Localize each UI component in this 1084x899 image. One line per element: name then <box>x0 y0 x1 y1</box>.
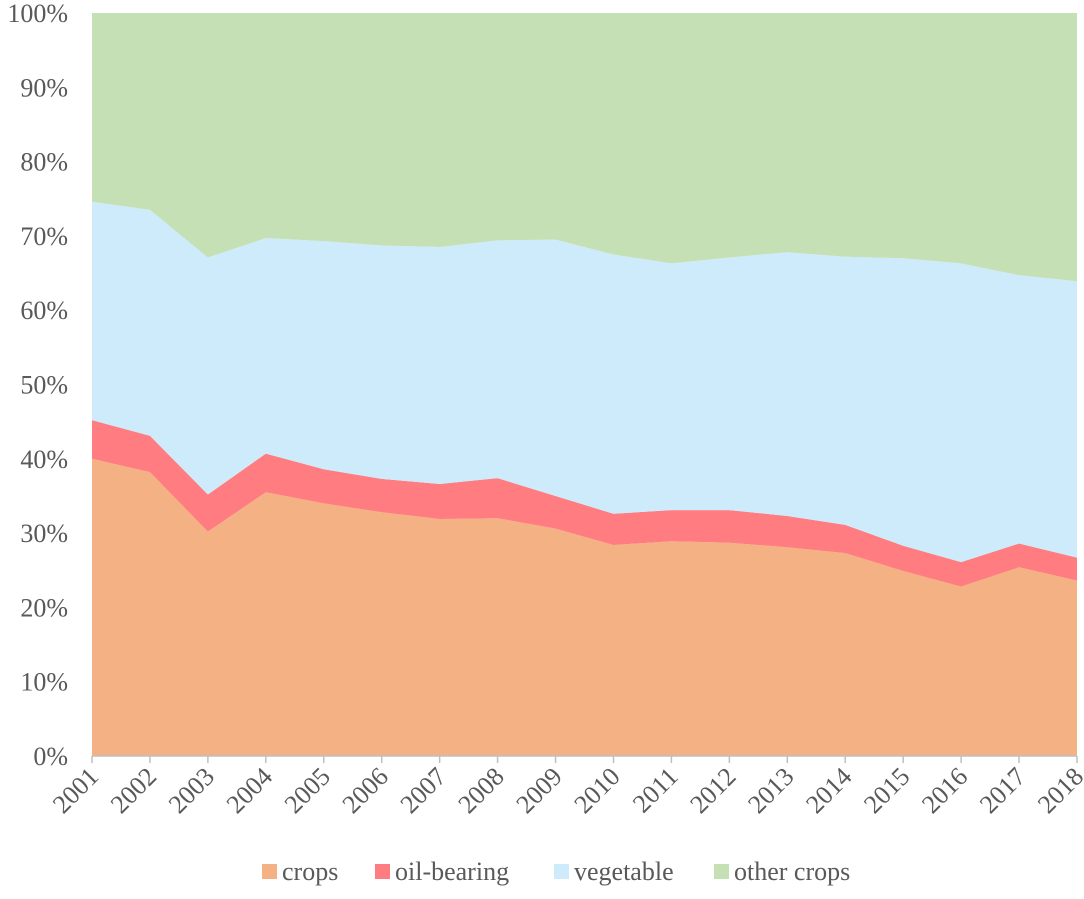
x-axis-ticks: 2001 2002 2003 2004 2005 2006 2007 2008 2009 2010… <box>47 762 1084 819</box>
legend-item-other-crops: other crops <box>714 857 850 886</box>
area-crops <box>92 458 1077 756</box>
y-tick-label: 100% <box>7 0 68 28</box>
x-tick-label: 2016 <box>916 762 973 819</box>
y-tick-label: 60% <box>20 296 68 325</box>
y-tick-label: 10% <box>20 668 68 697</box>
y-tick-label: 50% <box>20 371 68 400</box>
legend-swatch <box>375 864 390 879</box>
y-tick-label: 0% <box>33 742 68 771</box>
x-tick-label: 2002 <box>105 762 162 819</box>
legend-label: crops <box>282 857 338 886</box>
area-other-crops <box>92 13 1077 282</box>
x-tick-label: 2018 <box>1032 762 1084 819</box>
area-series-group <box>92 13 1077 756</box>
legend-label: vegetable <box>574 857 674 886</box>
y-tick-label: 40% <box>20 445 68 474</box>
x-tick-label: 2011 <box>627 762 684 819</box>
legend-swatch <box>554 864 569 879</box>
legend-swatch <box>714 864 729 879</box>
x-tick-label: 2004 <box>221 762 278 819</box>
x-tick-label: 2005 <box>279 762 336 819</box>
x-tick-label: 2017 <box>974 762 1031 819</box>
y-tick-label: 70% <box>20 222 68 251</box>
x-tick-label: 2010 <box>568 762 625 819</box>
x-tick-label: 2012 <box>684 762 741 819</box>
legend-item-crops: crops <box>262 857 338 886</box>
legend-item-vegetable: vegetable <box>554 857 674 886</box>
x-tick-label: 2008 <box>453 762 510 819</box>
legend-swatch <box>262 864 277 879</box>
axes-group <box>91 755 1078 763</box>
x-tick-label: 2003 <box>163 762 220 819</box>
legend: crops oil-bearing vegetable other crops <box>262 857 850 886</box>
y-tick-label: 90% <box>20 73 68 102</box>
x-tick-label: 2014 <box>800 762 857 819</box>
x-tick-label: 2013 <box>742 762 799 819</box>
legend-label: oil-bearing <box>395 857 509 886</box>
x-tick-label: 2007 <box>395 762 452 819</box>
x-tick-label: 2009 <box>510 762 567 819</box>
x-tick-label: 2015 <box>858 762 915 819</box>
y-tick-label: 80% <box>20 148 68 177</box>
y-axis-ticks: 0% 10% 20% 30% 40% 50% 60% 70% 80% 90% 100% <box>7 0 68 771</box>
x-tick-label: 2006 <box>337 762 394 819</box>
area-vegetable <box>92 201 1077 563</box>
y-tick-label: 20% <box>20 593 68 622</box>
area-oil-bearing <box>92 420 1077 587</box>
y-tick-label: 30% <box>20 519 68 548</box>
legend-label: other crops <box>734 857 850 886</box>
legend-item-oil-bearing: oil-bearing <box>375 857 509 886</box>
